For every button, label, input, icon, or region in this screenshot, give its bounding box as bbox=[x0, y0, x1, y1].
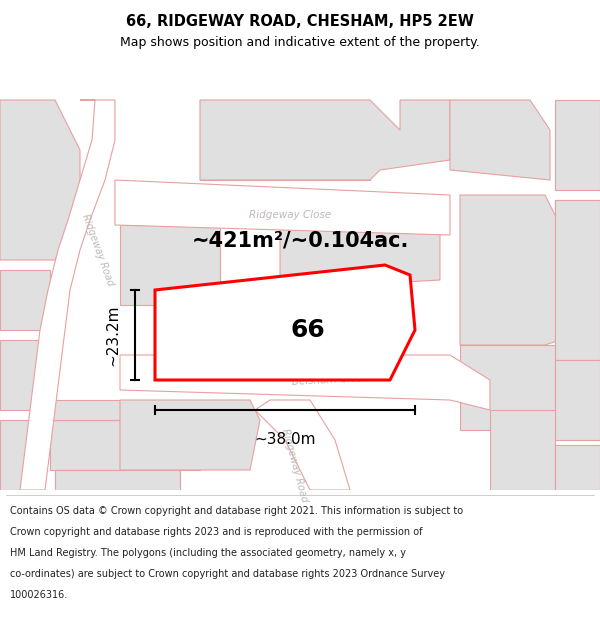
Text: 100026316.: 100026316. bbox=[10, 590, 68, 600]
Text: ~38.0m: ~38.0m bbox=[254, 432, 316, 447]
Polygon shape bbox=[255, 400, 350, 490]
Polygon shape bbox=[120, 355, 490, 410]
Polygon shape bbox=[555, 200, 600, 360]
Polygon shape bbox=[555, 360, 600, 440]
Polygon shape bbox=[120, 400, 260, 470]
Polygon shape bbox=[490, 410, 555, 490]
Text: ~23.2m: ~23.2m bbox=[106, 304, 121, 366]
Text: HM Land Registry. The polygons (including the associated geometry, namely x, y: HM Land Registry. The polygons (includin… bbox=[10, 548, 406, 558]
Polygon shape bbox=[200, 100, 370, 180]
Polygon shape bbox=[0, 100, 80, 260]
Polygon shape bbox=[460, 345, 555, 430]
Text: Map shows position and indicative extent of the property.: Map shows position and indicative extent… bbox=[120, 36, 480, 49]
Polygon shape bbox=[460, 195, 560, 345]
Text: ~421m²/~0.104ac.: ~421m²/~0.104ac. bbox=[191, 230, 409, 250]
Polygon shape bbox=[0, 420, 40, 490]
Polygon shape bbox=[450, 100, 550, 180]
Text: Ridgeway Close: Ridgeway Close bbox=[249, 210, 331, 220]
Polygon shape bbox=[55, 470, 180, 490]
Text: co-ordinates) are subject to Crown copyright and database rights 2023 Ordnance S: co-ordinates) are subject to Crown copyr… bbox=[10, 569, 445, 579]
Polygon shape bbox=[0, 270, 50, 330]
Polygon shape bbox=[155, 265, 415, 380]
Text: 66, RIDGEWAY ROAD, CHESHAM, HP5 2EW: 66, RIDGEWAY ROAD, CHESHAM, HP5 2EW bbox=[126, 14, 474, 29]
Polygon shape bbox=[20, 100, 115, 490]
Text: 66: 66 bbox=[291, 318, 326, 342]
Polygon shape bbox=[0, 340, 45, 410]
Text: Ridgeway Road: Ridgeway Road bbox=[280, 427, 310, 503]
Text: Belsham Close: Belsham Close bbox=[292, 373, 368, 387]
Text: Crown copyright and database rights 2023 and is reproduced with the permission o: Crown copyright and database rights 2023… bbox=[10, 527, 422, 537]
Polygon shape bbox=[555, 100, 600, 190]
Polygon shape bbox=[120, 225, 220, 305]
Polygon shape bbox=[115, 180, 450, 235]
Polygon shape bbox=[555, 445, 600, 490]
Polygon shape bbox=[200, 100, 450, 180]
Text: Ridgeway Road: Ridgeway Road bbox=[80, 213, 116, 288]
Polygon shape bbox=[280, 195, 440, 285]
Polygon shape bbox=[555, 200, 600, 280]
Polygon shape bbox=[50, 420, 200, 470]
Polygon shape bbox=[50, 400, 120, 420]
Text: Contains OS data © Crown copyright and database right 2021. This information is : Contains OS data © Crown copyright and d… bbox=[10, 506, 463, 516]
